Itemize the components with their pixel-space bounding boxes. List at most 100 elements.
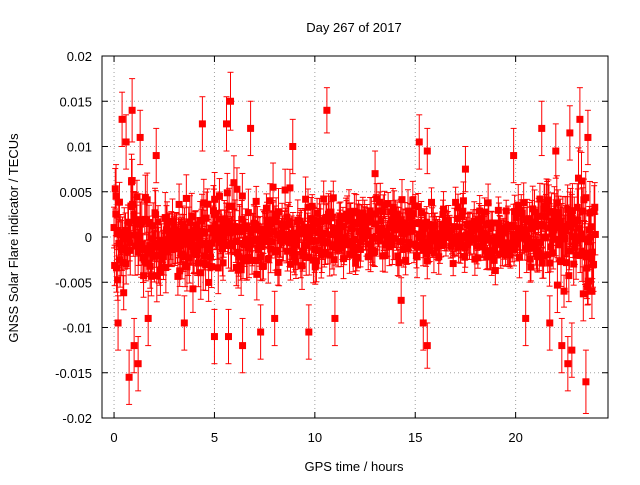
data-point-marker (173, 227, 181, 235)
data-point-marker (310, 216, 318, 224)
data-point-marker (379, 208, 387, 216)
data-point (180, 295, 188, 351)
data-point-marker (112, 264, 120, 272)
data-point-marker (337, 243, 345, 251)
data-point-marker (591, 230, 599, 238)
data-point-marker (331, 224, 339, 232)
data-point-marker (584, 277, 592, 285)
data-point-marker (326, 251, 334, 259)
data-point-marker (543, 202, 551, 210)
data-point-marker (268, 238, 276, 246)
data-point-marker (549, 249, 557, 257)
data-point-marker (520, 230, 528, 238)
data-point-marker (161, 214, 169, 222)
data-point-marker (587, 233, 595, 241)
x-tick-label: 0 (110, 430, 117, 445)
data-point-marker (418, 230, 426, 238)
data-point-marker (524, 234, 532, 242)
data-point-marker (535, 212, 543, 220)
data-point-marker (371, 220, 379, 228)
data-point-marker (234, 249, 242, 257)
data-point-marker (337, 212, 345, 220)
data-point (111, 168, 119, 210)
data-point-marker (162, 226, 170, 234)
data-point-marker (355, 209, 363, 217)
data-point-marker (394, 252, 402, 260)
data-point-marker (555, 209, 563, 217)
data-point-marker (438, 233, 446, 241)
data-point-marker (581, 235, 589, 243)
data-point-marker (235, 223, 243, 231)
data-point (568, 322, 576, 378)
data-point-marker (125, 232, 133, 240)
data-point-marker (220, 236, 228, 244)
data-point-marker (244, 244, 252, 252)
data-point-marker (210, 333, 218, 341)
data-point-marker (293, 234, 301, 242)
data-point-marker (521, 235, 529, 243)
x-tick-label: 10 (308, 430, 322, 445)
data-point-marker (321, 230, 329, 238)
data-point-marker (500, 229, 508, 237)
data-point (553, 257, 561, 314)
data-point (114, 295, 122, 351)
data-point-marker (438, 220, 446, 228)
data-point-marker (126, 239, 134, 247)
data-point-marker (274, 268, 282, 276)
data-point-marker (228, 239, 236, 247)
data-point-marker (264, 255, 272, 263)
data-point (588, 263, 596, 319)
data-point-marker (429, 237, 437, 245)
data-point-marker (125, 218, 133, 226)
data-point-marker (323, 106, 331, 114)
data-point-marker (573, 203, 581, 211)
data-point-marker (450, 223, 458, 231)
x-tick-label: 15 (408, 430, 422, 445)
data-point-marker (267, 245, 275, 253)
data-point-marker (490, 247, 498, 255)
data-point-marker (176, 267, 184, 275)
data-point-marker (403, 243, 411, 251)
data-point-marker (320, 195, 328, 203)
data-point-marker (200, 252, 208, 260)
data-point-marker (237, 261, 245, 269)
data-point-marker (185, 228, 193, 236)
data-point (419, 295, 427, 351)
data-point (423, 127, 431, 175)
data-point-marker (419, 319, 427, 327)
data-point-marker (212, 211, 220, 219)
data-point-marker (527, 263, 535, 271)
data-point-marker (249, 225, 257, 233)
data-point-marker (560, 287, 568, 295)
data-point-marker (346, 250, 354, 258)
data-point-marker (114, 226, 122, 234)
data-point-marker (271, 314, 279, 322)
data-point-marker (129, 200, 137, 208)
data-point-marker (218, 245, 226, 253)
data-point-marker (526, 215, 534, 223)
data-point-marker (299, 251, 307, 259)
data-point-marker (145, 218, 153, 226)
data-point-marker (147, 272, 155, 280)
data-point (546, 295, 554, 351)
data-point-marker (530, 223, 538, 231)
data-point-marker (467, 231, 475, 239)
data-point-marker (230, 179, 238, 187)
data-point-marker (249, 236, 257, 244)
data-point-marker (253, 222, 261, 230)
data-point-marker (511, 208, 519, 216)
data-point (144, 290, 152, 347)
data-point-marker (494, 206, 502, 214)
data-point-marker (259, 262, 267, 270)
data-point-marker (552, 235, 560, 243)
data-point-marker (196, 235, 204, 243)
data-point-marker (303, 223, 311, 231)
data-point-marker (353, 253, 361, 261)
data-point (564, 336, 572, 392)
data-point-marker (185, 254, 193, 262)
data-point-marker (577, 177, 585, 185)
data-point-marker (568, 207, 576, 215)
data-point-marker (426, 231, 434, 239)
data-point-marker (284, 247, 292, 255)
